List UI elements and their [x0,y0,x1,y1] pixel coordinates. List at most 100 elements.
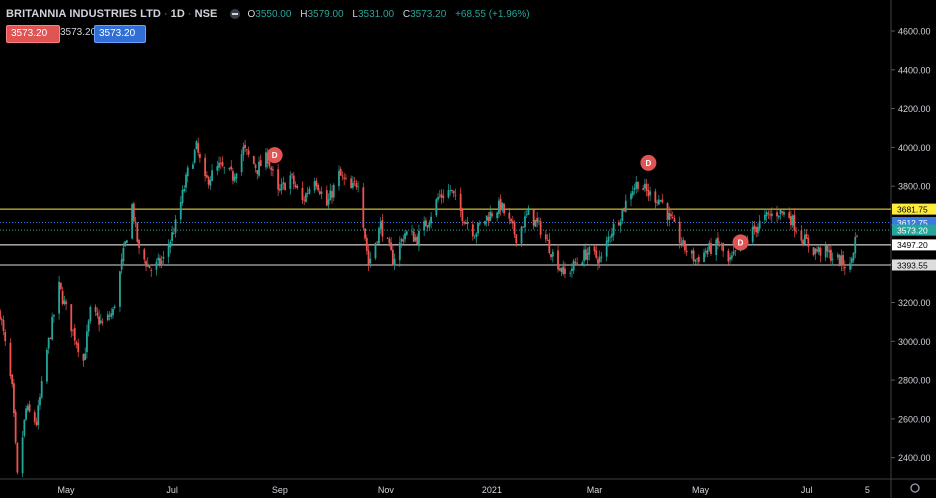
candle-body [162,256,165,259]
symbol-name[interactable]: BRITANNIA INDUSTRIES LTD [6,8,161,20]
dividend-marker-icon[interactable] [732,234,749,251]
buy-price-box[interactable]: 3573.20 [94,25,146,43]
candle-body [171,232,173,241]
sell-price-box[interactable]: 3573.20 [6,25,60,43]
candle-body [388,238,391,244]
candle-body [805,234,808,240]
interval-label[interactable]: 1D [170,8,185,20]
candle-body [301,187,304,201]
candle-body [607,236,610,242]
candle-body [635,181,638,189]
candle-body [216,166,219,171]
level-price-tag [892,224,936,236]
candle-body [790,216,792,226]
y-tick-label: 2800.00 [898,376,931,386]
candle-body [94,306,97,312]
candle-body [819,248,822,256]
candle-body [199,154,201,158]
candle-body [270,167,273,170]
candle-body [767,212,770,214]
level-price-label: 3393.55 [897,260,928,270]
candle-body [515,234,518,244]
candle-body [729,257,732,260]
candle-body [459,193,462,212]
change-value: +68.55 (+1.96%) [455,8,530,20]
candle-body [508,212,511,219]
candle-body [595,250,598,258]
dividend-marker-label: D [646,159,652,168]
level-price-label: 3497.20 [897,240,928,250]
candle-body [364,228,366,239]
candle-body [0,310,1,320]
level-price-tag [892,203,936,215]
y-tick-label: 3800.00 [898,182,931,192]
candle-body [221,162,224,167]
candle-body [325,190,328,206]
candle-body [277,169,280,190]
candle-body [720,244,723,246]
candle-body [769,214,771,216]
candle-body [386,238,389,239]
candle-body [61,290,64,304]
candle-body [73,327,76,341]
candle-body [569,272,572,274]
candle-body [404,233,406,240]
dividend-marker-icon[interactable] [640,154,657,171]
candle-body [195,141,198,150]
candle-body [292,175,295,185]
dividend-marker-icon[interactable] [266,147,283,164]
candle-body [793,214,796,231]
candle-body [365,237,368,251]
collapse-icon[interactable] [229,9,240,19]
candle-body [282,182,285,185]
candle-body [167,245,170,257]
y-tick-label: 4200.00 [898,104,931,114]
chart-header: BRITANNIA INDUSTRIES LTD · 1D · NSE O355… [6,6,536,22]
candle-body [588,246,591,255]
candle-body [605,240,608,257]
candle-body [586,252,589,261]
candle-body [14,411,17,443]
candle-body [630,193,632,200]
candle-body [473,237,476,239]
candle-body [138,240,140,248]
candle-body [428,222,431,227]
candle-body [449,190,452,192]
candle-body [379,221,382,229]
candle-body [777,215,780,218]
candle-body [471,224,474,237]
candle-body [119,271,121,307]
candle-body [560,267,563,273]
candle-body [345,178,347,179]
candle-body [58,281,61,314]
candle-body [393,258,396,266]
candle-body [146,263,149,267]
candle-body [280,183,283,191]
candle-body [583,249,585,262]
candle-body [703,252,705,263]
candle-body [291,174,293,176]
candle-body [527,207,530,215]
x-tick-label: Nov [378,485,395,495]
candle-body [755,227,758,233]
candle-body [51,316,54,340]
level-price-tag [892,259,936,271]
candle-body [398,242,401,261]
candle-body [546,240,549,241]
candle-body [98,316,100,325]
candle-body [357,186,359,188]
candle-body [715,239,718,256]
candle-body [278,188,281,191]
candle-body [411,231,413,233]
candle-body [179,202,182,220]
candle-body [265,152,267,168]
candle-body [233,176,236,182]
candle-body [16,443,19,473]
y-tick-label: 2400.00 [898,453,931,463]
settings-gear-icon[interactable] [910,483,920,493]
candle-body [478,223,481,225]
candle-body [247,150,250,155]
candle-body [245,149,248,151]
candle-body [181,189,184,203]
